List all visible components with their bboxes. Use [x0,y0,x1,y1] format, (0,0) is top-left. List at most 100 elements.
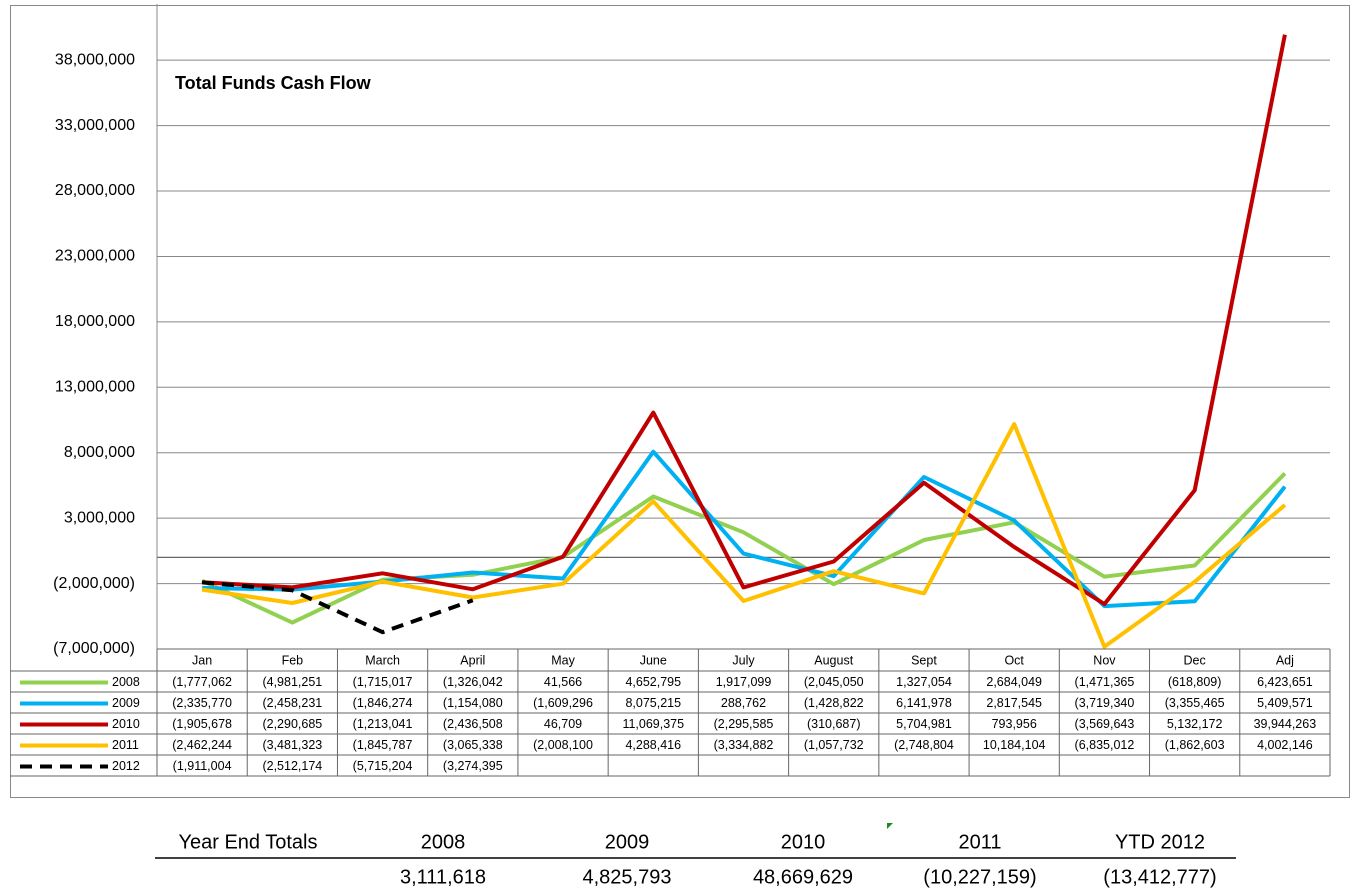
table-value: (3,569,643 [1075,717,1135,731]
table-value: 4,002,146 [1257,738,1313,752]
y-tick-label: 28,000,000 [55,182,135,199]
x-tick-label: Feb [282,653,304,667]
totals-value: 3,111,618 [400,866,486,888]
table-value: 1,327,054 [896,675,952,689]
table-value: 4,288,416 [625,738,681,752]
table-value: (2,458,231 [262,696,322,710]
legend-label: 2008 [112,675,140,689]
legend-label: 2010 [112,717,140,731]
table-value: (1,715,017 [353,675,413,689]
x-tick-label: April [460,653,485,667]
x-tick-label: Adj [1276,653,1294,667]
table-value: (1,471,365 [1075,675,1135,689]
table-value: (1,057,732 [804,738,864,752]
table-value: (1,845,787 [353,738,413,752]
table-value: 8,075,215 [625,696,681,710]
series-line [201,422,1287,649]
table-value: 4,652,795 [625,675,681,689]
y-tick-label: 33,000,000 [55,117,135,134]
totals-year: 2010 [781,831,826,853]
x-tick-label: Dec [1184,653,1206,667]
table-value: (1,905,678 [172,717,232,731]
table-value: 6,141,978 [896,696,952,710]
table-value: (3,274,395 [443,759,503,773]
table-value: 11,069,375 [622,717,684,731]
table-value: (2,290,685 [262,717,322,731]
table-value: (2,436,508 [443,717,503,731]
chart-title: Total Funds Cash Flow [175,73,372,93]
table-value: 10,184,104 [983,738,1046,752]
table-value: (1,428,822 [804,696,864,710]
table-value: 41,566 [544,675,582,689]
legend-label: 2012 [112,759,140,773]
y-tick-label: 23,000,000 [55,248,135,265]
table-value: (3,065,338 [443,738,503,752]
table-value: 5,132,172 [1167,717,1223,731]
x-tick-label: Nov [1093,653,1116,667]
totals-value: 4,825,793 [583,866,672,888]
y-tick-label: (7,000,000) [53,640,135,657]
x-tick-label: March [365,653,400,667]
comment-marker [887,823,893,829]
table-value: (2,335,770 [172,696,232,710]
y-tick-label: (2,000,000) [53,575,135,592]
totals-value: (13,412,777) [1103,866,1216,888]
x-tick-label: August [814,653,853,667]
table-value: (2,748,804 [894,738,954,752]
table-value: (1,326,042 [443,675,503,689]
table-value: 2,684,049 [986,675,1042,689]
x-tick-label: July [732,653,755,667]
x-tick-label: Jan [192,653,212,667]
table-value: (2,512,174 [262,759,322,773]
table-value: (4,981,251 [262,675,322,689]
table-value: 5,704,981 [896,717,952,731]
table-value: (2,045,050 [804,675,864,689]
totals-year: 2009 [605,831,650,853]
table-value: (3,355,465 [1165,696,1225,710]
table-value: (2,462,244 [172,738,232,752]
table-value: (1,911,004 [173,759,232,773]
table-value: (5,715,204 [353,759,413,773]
table-value: (618,809) [1168,675,1222,689]
table-value: (6,835,012 [1075,738,1135,752]
totals-label: Year End Totals [179,831,318,853]
table-value: (1,609,296 [533,696,593,710]
table-value: 288,762 [721,696,766,710]
table-value: (2,295,585 [714,717,774,731]
table-value: (1,777,062 [172,675,232,689]
y-tick-label: 8,000,000 [64,444,135,461]
x-tick-label: May [551,653,575,667]
x-tick-label: Oct [1004,653,1024,667]
legend-label: 2011 [112,738,139,752]
table-value: 46,709 [544,717,582,731]
totals-year: YTD 2012 [1115,831,1205,853]
table-value: (310,687) [807,717,861,731]
x-tick-label: June [640,653,667,667]
totals-year: 2008 [421,831,466,853]
table-value: 1,917,099 [716,675,772,689]
table-value: 6,423,651 [1257,675,1313,689]
table-value: (1,154,080 [443,696,503,710]
totals-value: (10,227,159) [923,866,1036,888]
y-tick-label: 18,000,000 [55,313,135,330]
table-value: (3,719,340 [1075,696,1135,710]
table-value: (3,334,882 [714,738,774,752]
table-value: 2,817,545 [986,696,1042,710]
y-tick-label: 13,000,000 [55,379,135,396]
table-value: (3,481,323 [262,738,322,752]
table-value: 39,944,263 [1254,717,1317,731]
table-value: 5,409,571 [1257,696,1313,710]
totals-year: 2011 [958,831,1001,853]
table-value: (2,008,100 [533,738,593,752]
chart-frame [10,5,1350,798]
table-value: (1,862,603 [1165,738,1225,752]
table-value: 793,956 [992,717,1037,731]
table-value: (1,846,274 [353,696,413,710]
series-line [201,34,1287,607]
table-value: (1,213,041 [353,717,413,731]
legend-label: 2009 [112,696,140,710]
y-tick-label: 3,000,000 [64,509,135,526]
series-line [201,580,474,635]
totals-value: 48,669,629 [753,866,853,888]
